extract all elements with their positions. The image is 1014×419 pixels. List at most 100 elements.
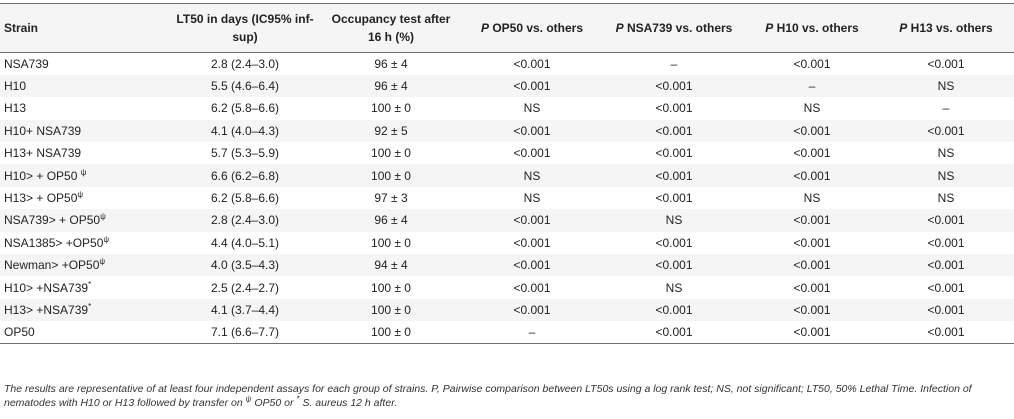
p-h10-cell: <0.001 — [793, 280, 831, 295]
p-h13-cell: <0.001 — [878, 321, 1014, 345]
table-row: H10+ NSA739 4.1 (4.0–4.3) 92 ± 5 <0.001 <0.0… — [0, 119, 1014, 143]
strain-name: H10> + OP50 — [4, 168, 81, 183]
table-row: H13> +NSA739* 4.1 (3.7–4.4) 100 ± 0 <0.001 <… — [0, 298, 1014, 322]
strain-superscript: ψ — [103, 234, 110, 244]
p-h13-cell: – — [942, 101, 950, 116]
p-h10-cell: <0.001 — [793, 168, 831, 183]
column-header-label: H10 vs. others — [773, 21, 859, 35]
strain-name: H10+ NSA739 — [4, 123, 82, 138]
column-header-label: LT50 in days (IC95% inf-sup) — [176, 12, 314, 44]
strain-superscript: ψ — [100, 212, 106, 222]
p-nsa739-cell: <0.001 — [655, 123, 693, 138]
strain-cell: NSA739 — [0, 53, 170, 75]
p-op50-cell: – — [462, 321, 602, 345]
column-header-label: Strain — [4, 21, 39, 35]
table-header: Strain LT50 in days (IC95% inf-sup) Occupa… — [0, 3, 1014, 53]
header-row: Strain LT50 in days (IC95% inf-sup) Occupa… — [0, 3, 1014, 53]
p-op50-cell: <0.001 — [513, 235, 551, 250]
p-h10-cell: <0.001 — [793, 213, 831, 228]
column-header: Strain — [0, 3, 170, 53]
p-nsa739-cell: NS — [665, 213, 683, 228]
p-nsa739-cell: <0.001 — [655, 302, 693, 317]
p-nsa739-cell: <0.001 — [655, 101, 693, 116]
column-header-p-symbol: P — [765, 21, 774, 35]
table-row: H13 6.2 (5.8–6.6) 100 ± 0 NS <0.001 NS – — [0, 97, 1014, 119]
strain-cell: OP50 — [0, 321, 170, 345]
occupancy-cell: 94 ± 4 — [374, 258, 408, 273]
occupancy-cell: 96 ± 4 — [374, 213, 408, 228]
strain-name: H13+ NSA739 — [4, 146, 82, 161]
p-h10-cell: <0.001 — [793, 56, 831, 71]
strain-name: H10> +NSA739 — [4, 280, 89, 295]
lt50-cell: 6.2 (5.8–6.6) — [210, 191, 280, 206]
strain-name: Newman> +OP50 — [4, 258, 100, 273]
p-h13-cell: NS — [937, 191, 955, 206]
lt50-cell: 5.5 (4.6–6.4) — [210, 79, 280, 94]
strain-cell: H13> +NSA739* — [0, 299, 170, 321]
p-op50-cell: <0.001 — [513, 280, 551, 295]
footnote-star-symbol: * — [296, 394, 300, 404]
footnote-psi-symbol: ψ — [245, 394, 252, 404]
p-op50-cell: NS — [523, 168, 541, 183]
p-h10-cell: <0.001 — [793, 302, 831, 317]
strain-cell: NSA1385> +OP50ψ — [0, 232, 170, 254]
table-row: NSA739 2.8 (2.4–3.0) 96 ± 4 <0.001 – <0.001 <0… — [0, 53, 1014, 75]
p-h13-cell: <0.001 — [927, 280, 965, 295]
column-header: LT50 in days (IC95% inf-sup) — [170, 3, 320, 53]
table-row: H10> + OP50 ψ 6.6 (6.2–6.8) 100 ± 0 NS <0.00… — [0, 164, 1014, 187]
lt50-cell: 2.8 (2.4–3.0) — [210, 56, 280, 71]
results-table: Strain LT50 in days (IC95% inf-sup) Occupa… — [0, 3, 1014, 345]
column-header-label: H13 vs. others — [907, 21, 993, 35]
occupancy-cell: 100 ± 0 — [371, 235, 411, 250]
p-nsa739-cell: <0.001 — [602, 321, 746, 345]
table-footnote: The results are representative of at lea… — [4, 382, 1008, 410]
occupancy-cell: 100 ± 0 — [371, 302, 411, 317]
p-op50-cell: <0.001 — [513, 258, 551, 273]
strain-superscript: * — [88, 301, 92, 311]
p-nsa739-cell: <0.001 — [655, 168, 693, 183]
table-row: H13+ NSA739 5.7 (5.3–5.9) 100 ± 0 <0.001 <0.… — [0, 142, 1014, 164]
table-row: H13> + OP50ψ 6.2 (5.8–6.6) 97 ± 3 NS <0.001 N… — [0, 187, 1014, 209]
occupancy-cell: 96 ± 4 — [374, 79, 408, 94]
p-nsa739-cell: <0.001 — [655, 191, 693, 206]
p-h13-cell: <0.001 — [927, 235, 965, 250]
lt50-cell: 4.4 (4.0–5.1) — [210, 235, 280, 250]
p-h13-cell: <0.001 — [927, 302, 965, 317]
p-nsa739-cell: <0.001 — [655, 235, 693, 250]
p-h10-cell: NS — [803, 191, 821, 206]
occupancy-cell: 100 ± 0 — [371, 101, 411, 116]
strain-superscript: ψ — [99, 257, 106, 267]
table-row: H10> +NSA739* 2.5 (2.4–2.7) 100 ± 0 <0.001 N… — [0, 276, 1014, 298]
lt50-cell: 2.5 (2.4–2.7) — [210, 280, 280, 295]
strain-name: H13> +NSA739 — [4, 302, 89, 317]
p-h13-cell: <0.001 — [927, 213, 965, 228]
occupancy-cell: 97 ± 3 — [374, 191, 408, 206]
strain-cell: H13> + OP50ψ — [0, 187, 170, 209]
strain-name: H10 — [4, 79, 27, 94]
column-header-label: OP50 vs. others — [488, 21, 584, 35]
p-h13-cell: <0.001 — [927, 56, 965, 71]
strain-name: OP50 — [4, 325, 35, 340]
p-op50-cell: <0.001 — [513, 213, 551, 228]
strain-cell: Newman> +OP50ψ — [0, 254, 170, 276]
lt50-cell: 6.2 (5.8–6.6) — [210, 101, 280, 116]
p-nsa739-cell: <0.001 — [655, 79, 693, 94]
p-h13-cell: NS — [937, 146, 955, 161]
table-row: H10 5.5 (4.6–6.4) 96 ± 4 <0.001 <0.001 – NS — [0, 74, 1014, 98]
strain-cell: H10+ NSA739 — [0, 120, 170, 142]
strain-superscript: * — [88, 279, 92, 289]
strain-cell: H10 — [0, 75, 170, 97]
column-header-label: NSA739 vs. others — [623, 21, 733, 35]
p-h13-cell: NS — [937, 79, 955, 94]
p-h13-cell: <0.001 — [927, 123, 965, 138]
p-h10-cell: – — [808, 79, 816, 94]
p-op50-cell: NS — [523, 191, 541, 206]
lt50-cell: 2.8 (2.4–3.0) — [210, 213, 280, 228]
p-op50-cell: NS — [523, 101, 541, 116]
p-op50-cell: <0.001 — [513, 146, 551, 161]
lt50-cell: 4.1 (3.7–4.4) — [210, 302, 280, 317]
p-h10-cell: <0.001 — [746, 321, 878, 345]
occupancy-cell: 100 ± 0 — [371, 168, 411, 183]
table-row: NSA739> + OP50ψ 2.8 (2.4–3.0) 96 ± 4 <0.001… — [0, 209, 1014, 232]
